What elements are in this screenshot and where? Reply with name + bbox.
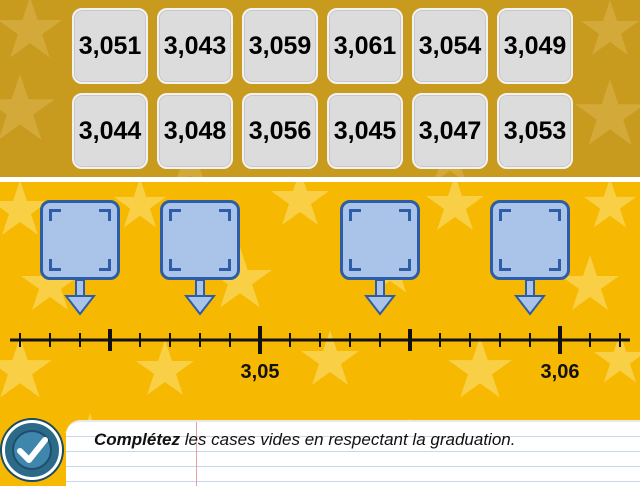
number-tile[interactable]: 3,049 bbox=[497, 8, 573, 84]
number-tile[interactable]: 3,054 bbox=[412, 8, 488, 84]
pointer-arrow-icon bbox=[184, 280, 216, 316]
number-tile[interactable]: 3,045 bbox=[327, 93, 403, 169]
pointer-arrow-icon bbox=[364, 280, 396, 316]
instruction-text: Complétez les cases vides en respectant … bbox=[94, 430, 515, 450]
number-tile[interactable]: 3,059 bbox=[242, 8, 318, 84]
number-tile[interactable]: 3,056 bbox=[242, 93, 318, 169]
number-line bbox=[10, 326, 630, 354]
drop-box[interactable] bbox=[340, 200, 420, 280]
notebook-margin-line bbox=[196, 422, 197, 486]
number-tile[interactable]: 3,044 bbox=[72, 93, 148, 169]
number-tile[interactable]: 3,053 bbox=[497, 93, 573, 169]
number-tile[interactable]: 3,043 bbox=[157, 8, 233, 84]
pointer-arrow-icon bbox=[64, 280, 96, 316]
number-tile[interactable]: 3,047 bbox=[412, 93, 488, 169]
instruction-bold: Complétez bbox=[94, 430, 180, 449]
number-tile[interactable]: 3,048 bbox=[157, 93, 233, 169]
tile-bank-panel: 3,051 3,043 3,059 3,061 3,054 3,049 3,04… bbox=[0, 0, 640, 177]
instruction-rest: les cases vides en respectant la graduat… bbox=[179, 430, 516, 449]
instruction-panel: Complétez les cases vides en respectant … bbox=[66, 420, 640, 486]
axis-label: 3,06 bbox=[540, 361, 580, 383]
drop-box[interactable] bbox=[490, 200, 570, 280]
drop-box[interactable] bbox=[160, 200, 240, 280]
validate-button[interactable] bbox=[2, 420, 62, 480]
checkmark-icon bbox=[12, 430, 52, 470]
number-tile[interactable]: 3,051 bbox=[72, 8, 148, 84]
pointer-arrow-icon bbox=[514, 280, 546, 316]
axis-label: 3,05 bbox=[240, 361, 280, 383]
drop-box[interactable] bbox=[40, 200, 120, 280]
panel-divider bbox=[0, 177, 640, 182]
number-tile[interactable]: 3,061 bbox=[327, 8, 403, 84]
